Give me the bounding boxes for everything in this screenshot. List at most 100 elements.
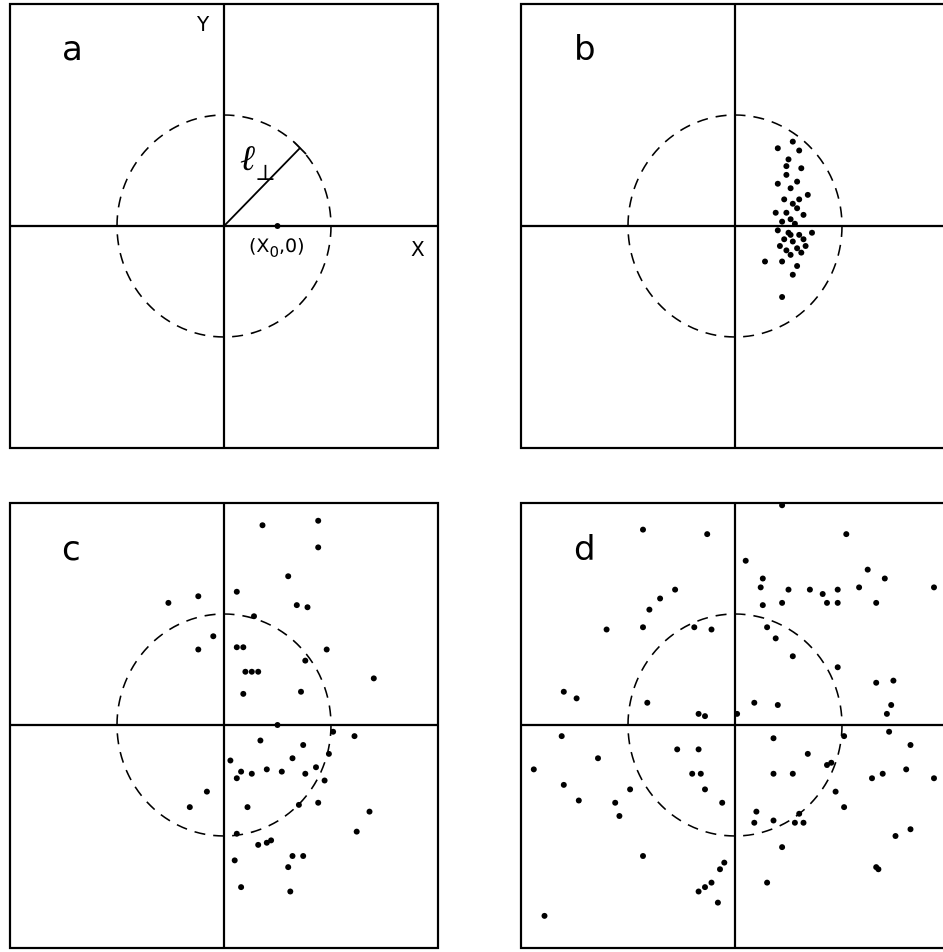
panel-a-point <box>274 223 281 229</box>
panel-c-point <box>330 728 337 735</box>
panel-d-point <box>646 606 653 613</box>
panel-b-point <box>783 247 790 254</box>
panel-c-point <box>248 770 255 777</box>
panel-c-point <box>325 750 332 757</box>
panel-d-point <box>903 766 910 773</box>
panel-d-point <box>717 866 723 873</box>
panel-d-point <box>603 626 610 633</box>
panel-c-point <box>233 644 240 651</box>
point-label-subscript: 0 <box>269 243 279 261</box>
panel-b-point <box>794 178 801 185</box>
panel-a-radius-tick <box>293 141 307 155</box>
panel-d-point <box>689 770 696 777</box>
panel-c-point <box>323 646 330 653</box>
panel-d-point <box>753 808 760 815</box>
panel-d-point <box>779 844 786 851</box>
panel-b-point <box>774 227 781 234</box>
panel-d-point <box>881 575 888 582</box>
panel-a-x-axis-label: X <box>411 237 425 261</box>
panel-d-point <box>789 653 796 660</box>
panel-c-point <box>315 544 322 551</box>
panel-d-point <box>558 733 565 740</box>
panel-b-point <box>800 236 807 243</box>
panel-c-point <box>268 837 275 844</box>
panel-b-dashed-circle <box>627 114 843 338</box>
panel-d-point <box>640 526 646 533</box>
panel-b-point <box>796 196 803 203</box>
panel-c-point <box>255 841 262 848</box>
panel-d-point <box>702 884 708 891</box>
panel-d-point <box>841 804 848 811</box>
panel-d-point <box>834 664 841 671</box>
point-label-suffix: ,0) <box>279 235 305 257</box>
panel-b-point <box>779 294 786 300</box>
panel-c-point <box>259 522 266 529</box>
panel-d-point <box>892 833 899 839</box>
panel-d-point <box>828 759 835 766</box>
panel-b-point <box>774 145 781 152</box>
panel-b-point <box>794 205 801 212</box>
panel-d-point <box>856 584 863 591</box>
panel-c-point <box>302 657 309 664</box>
panel-d-point <box>640 853 646 859</box>
panel-c-point <box>353 828 360 835</box>
panel-d-point <box>873 599 880 606</box>
panel-d-point <box>627 786 634 793</box>
panel-c-point <box>231 857 238 864</box>
panel-c-point <box>195 646 202 653</box>
panel-b-point <box>809 229 815 236</box>
panel-c-point <box>233 775 240 782</box>
panel-d-point <box>875 866 882 873</box>
panel-c-point <box>240 690 247 697</box>
panel-c-point <box>298 688 304 695</box>
panel-d-point <box>843 531 850 538</box>
panel-c-point <box>315 799 322 806</box>
panel-b-point <box>779 218 786 225</box>
panel-c-point <box>293 602 300 609</box>
panel-d-point <box>759 602 766 609</box>
panel-c-point <box>240 644 247 651</box>
panel-d-point <box>751 699 758 706</box>
panel-c-point <box>289 755 296 762</box>
panel-d-point <box>560 688 567 695</box>
panel-c-point <box>263 766 270 773</box>
panel-d-point <box>791 819 798 826</box>
panel-d-point <box>764 624 771 631</box>
panel-d-point <box>931 584 937 591</box>
panel-d-point <box>779 599 786 606</box>
panel-c-point <box>351 733 358 740</box>
panel-d-point <box>657 595 664 602</box>
panel-d-point <box>824 599 830 606</box>
panel-b-point <box>794 263 801 269</box>
panel-c-point <box>285 864 292 871</box>
panel-d-point <box>695 746 702 753</box>
panel-d-point <box>751 819 758 826</box>
panel-c-point <box>242 668 249 675</box>
panel-d-point <box>907 826 914 833</box>
panel-d-points <box>530 502 937 919</box>
panel-d-point <box>742 557 749 564</box>
panel-c-point <box>370 675 377 682</box>
panel-d-point <box>841 733 848 740</box>
panel-c-point <box>315 517 322 524</box>
panel-d-point <box>834 586 841 593</box>
panel-d-point <box>931 775 937 782</box>
panel-c-point <box>244 804 251 811</box>
panel-b: b <box>519 2 943 450</box>
panel-c-point <box>289 853 296 859</box>
panel-c-point <box>210 633 217 640</box>
panel-d: d <box>519 501 943 950</box>
panel-d-point <box>886 728 893 735</box>
panel-b-points <box>762 138 815 300</box>
panel-d-point <box>719 799 726 806</box>
panel-d-point <box>804 750 811 757</box>
panel-d-point <box>819 591 826 597</box>
panel-d-point <box>864 566 871 573</box>
panel-b-point <box>787 251 794 258</box>
panel-d-point <box>708 626 715 633</box>
panel-c-point <box>287 888 294 895</box>
panel-d-point <box>806 586 813 593</box>
panel-d-point <box>883 710 890 717</box>
panel-b-point <box>787 216 794 223</box>
panel-d-point <box>774 702 781 708</box>
